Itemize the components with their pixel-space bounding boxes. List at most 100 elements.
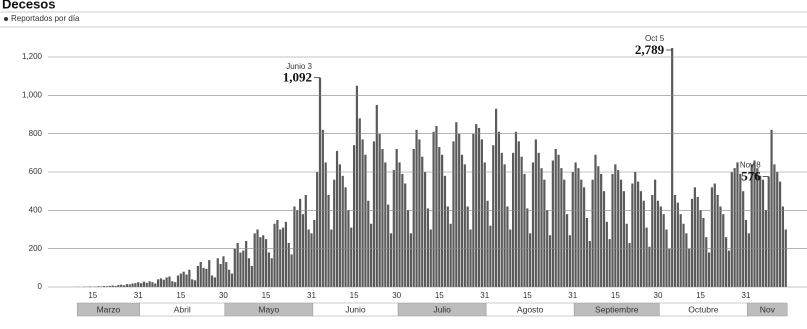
bar	[551, 160, 554, 287]
bar	[770, 129, 773, 287]
bar	[137, 282, 140, 287]
bar	[543, 179, 546, 287]
x-tick-label: 31	[742, 291, 751, 300]
bar	[548, 235, 552, 287]
bar	[537, 152, 540, 287]
bar	[421, 156, 424, 287]
bar	[443, 175, 447, 287]
bar	[111, 285, 114, 287]
bar	[665, 229, 668, 287]
bar	[705, 237, 708, 287]
bar	[375, 104, 378, 288]
bar	[174, 282, 177, 287]
bar	[605, 221, 608, 287]
bar	[159, 278, 163, 287]
legend-label: Reportados por día	[11, 14, 80, 23]
y-tick-label: 600	[29, 167, 43, 176]
bar	[486, 200, 489, 287]
bar	[509, 229, 512, 287]
bar	[151, 282, 154, 287]
chart-title: Decesos	[2, 0, 55, 11]
month-label: Abril	[174, 304, 191, 314]
bar	[409, 233, 412, 287]
bar	[756, 168, 759, 287]
bar	[293, 206, 296, 287]
bar	[565, 214, 569, 287]
bar	[693, 187, 696, 287]
bar	[668, 248, 671, 287]
x-tick-label: 15	[696, 291, 705, 300]
bar	[736, 162, 739, 287]
bar	[761, 179, 765, 287]
bar	[449, 223, 452, 287]
bar	[617, 170, 620, 287]
bar	[191, 279, 194, 287]
bar	[367, 200, 370, 287]
bar	[327, 195, 330, 287]
bar	[614, 164, 617, 287]
bar	[384, 162, 387, 287]
bar	[157, 279, 160, 287]
bar	[514, 131, 518, 287]
bar	[287, 242, 290, 287]
bar	[193, 280, 197, 287]
bar	[392, 170, 395, 287]
bar	[352, 145, 356, 287]
bar	[563, 179, 566, 287]
bar	[636, 181, 640, 287]
annotation-date: Nov 8	[740, 161, 761, 170]
bar	[310, 233, 313, 287]
bar	[313, 219, 316, 287]
bar	[103, 286, 106, 287]
bar	[395, 149, 398, 287]
bar	[128, 284, 131, 287]
bar	[228, 269, 231, 287]
bar	[676, 202, 679, 287]
y-tick-label: 1,200	[22, 52, 43, 61]
bar	[398, 162, 401, 287]
bar	[463, 164, 466, 287]
bar	[688, 248, 691, 287]
bar	[529, 233, 532, 287]
bar	[426, 208, 430, 287]
bar	[219, 264, 222, 287]
bar	[225, 262, 228, 287]
month-label: Nov	[760, 304, 776, 314]
bar	[625, 223, 628, 287]
bar	[651, 195, 654, 287]
bar	[597, 166, 600, 287]
bar	[412, 149, 415, 287]
month-label: Septiembre	[595, 304, 639, 314]
bar	[574, 162, 577, 287]
bar	[475, 124, 478, 287]
bar	[739, 173, 742, 287]
x-tick-label: 15	[176, 291, 185, 300]
bar	[628, 242, 631, 287]
bar	[364, 154, 367, 287]
bar	[452, 141, 455, 287]
bar	[750, 164, 753, 287]
bar	[568, 235, 572, 287]
bar	[744, 219, 748, 287]
bar	[290, 254, 293, 287]
bar	[358, 118, 361, 287]
y-tick-label: 1,000	[22, 90, 43, 99]
bar	[182, 271, 185, 287]
bar	[506, 206, 509, 287]
bars	[77, 48, 787, 288]
bar	[273, 223, 276, 287]
bar	[284, 221, 288, 287]
bar	[733, 168, 736, 287]
bar	[634, 172, 637, 287]
bar	[242, 250, 245, 287]
bar	[503, 164, 506, 287]
bar	[267, 252, 270, 287]
bar	[622, 191, 625, 287]
bar	[784, 229, 787, 287]
bar	[259, 237, 262, 287]
month-label: Mayo	[258, 304, 279, 314]
bar	[477, 127, 481, 288]
bar	[162, 279, 165, 287]
bar	[134, 283, 137, 287]
bar	[773, 164, 776, 287]
